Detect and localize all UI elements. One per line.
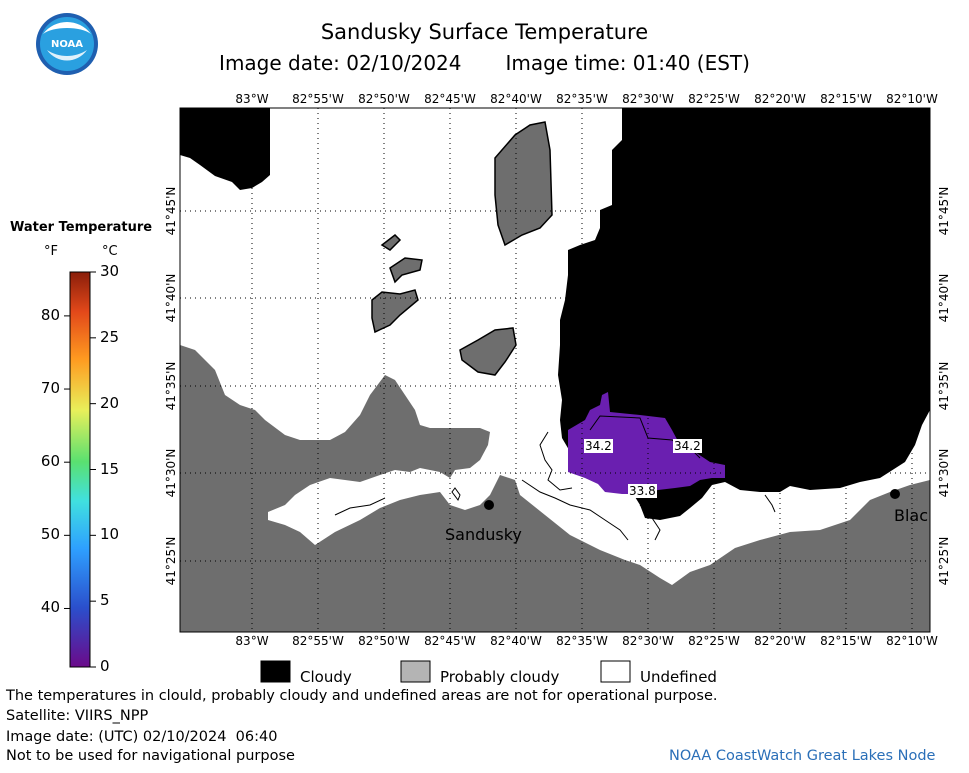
top-lon-label: 82°15'W xyxy=(820,92,872,106)
legend-swatch-undefined xyxy=(600,660,631,683)
bottom-lon-label: 82°20'W xyxy=(754,634,806,648)
top-lon-label: 82°55'W xyxy=(292,92,344,106)
bottom-lon-label: 83°W xyxy=(235,634,269,648)
colorbar-unit-c: °C xyxy=(102,244,118,259)
top-lon-label: 82°25'W xyxy=(688,92,740,106)
right-lat-label: 41°45'N xyxy=(937,186,951,236)
top-lon-label: 82°10'W xyxy=(886,92,938,106)
legend-swatch-cloudy xyxy=(260,660,291,683)
colorbar-f-label: 80 xyxy=(40,305,60,324)
legend-undefined-label: Undefined xyxy=(640,668,717,686)
left-lat-label: 41°35'N xyxy=(164,361,178,411)
top-lon-label: 83°W xyxy=(235,92,269,106)
temp-label: 34.2 xyxy=(584,439,613,453)
image-time: Image time: 01:40 (EST) xyxy=(505,51,750,75)
colorbar-f-label: 50 xyxy=(40,525,60,544)
colorbar-c-label: 10 xyxy=(100,525,120,544)
legend-swatch-probably-cloudy xyxy=(400,660,431,683)
bottom-lon-label: 82°45'W xyxy=(424,634,476,648)
colorbar-c-label: 0 xyxy=(100,657,110,675)
colorbar-c-label: 30 xyxy=(100,262,120,280)
bottom-lon-label: 82°55'W xyxy=(292,634,344,648)
page-title: Sandusky Surface Temperature xyxy=(320,20,649,44)
map-border xyxy=(179,107,931,633)
colorbar xyxy=(69,271,91,668)
blac-marker xyxy=(890,489,900,499)
graticule xyxy=(180,108,930,632)
image-date: Image date: 02/10/2024 xyxy=(219,51,462,75)
place-label-blac: Blac xyxy=(894,506,929,525)
land-area xyxy=(180,345,930,632)
legend-probably-cloudy-label: Probably cloudy xyxy=(440,668,560,686)
colorbar-ticks xyxy=(64,271,96,668)
right-lat-label: 41°25'N xyxy=(937,536,951,586)
logo-text: NOAA xyxy=(51,39,83,50)
right-lat-label: 41°30'N xyxy=(937,448,951,498)
nav-warning-text: Not to be used for navigational purpose xyxy=(6,748,295,764)
sandusky-marker xyxy=(484,500,494,510)
colorbar-f-label: 60 xyxy=(40,452,60,471)
top-lon-label: 82°20'W xyxy=(754,92,806,106)
right-lat-label: 41°35'N xyxy=(937,361,951,411)
left-lat-label: 41°30'N xyxy=(164,448,178,498)
top-lon-label: 82°30'W xyxy=(622,92,674,106)
credit-text: NOAA CoastWatch Great Lakes Node xyxy=(669,748,936,764)
colorbar-f-label: 40 xyxy=(40,598,60,617)
colorbar-unit-f: °F xyxy=(44,244,58,259)
left-lat-label: 41°40'N xyxy=(164,273,178,323)
colorbar-c-label: 25 xyxy=(100,327,120,346)
utc-date-text: Image date: (UTC) 02/10/2024 06:40 xyxy=(6,729,278,745)
probably-cloudy-area xyxy=(459,327,517,376)
colorbar-c-label: 15 xyxy=(100,459,120,478)
cold-water-area xyxy=(568,392,725,494)
colorbar-c-label: 5 xyxy=(100,591,110,610)
bottom-lon-label: 82°30'W xyxy=(622,634,674,648)
legend-cloudy-label: Cloudy xyxy=(300,668,352,686)
right-lat-label: 41°40'N xyxy=(937,273,951,323)
probably-cloudy-area xyxy=(389,257,423,284)
disclaimer-text: The temperatures in clould, probably clo… xyxy=(6,688,718,704)
left-lat-label: 41°25'N xyxy=(164,536,178,586)
colorbar-title: Water Temperature xyxy=(10,220,153,235)
temp-label: 33.8 xyxy=(628,484,657,498)
bottom-lon-label: 82°40'W xyxy=(490,634,542,648)
colorbar-c-label: 20 xyxy=(100,393,120,412)
bottom-lon-label: 82°10'W xyxy=(886,634,938,648)
noaa-logo-icon: NOAA xyxy=(36,13,98,75)
probably-cloudy-area xyxy=(380,234,402,251)
top-lon-label: 82°50'W xyxy=(358,92,410,106)
left-lat-label: 41°45'N xyxy=(164,186,178,236)
satellite-text: Satellite: VIIRS_NPP xyxy=(6,708,149,724)
place-label-sandusky: Sandusky xyxy=(445,525,522,544)
bottom-lon-label: 82°35'W xyxy=(556,634,608,648)
image-date-time: Image date: 02/10/2024 Image time: 01:40 … xyxy=(0,51,969,75)
bottom-lon-label: 82°25'W xyxy=(688,634,740,648)
temp-label: 34.2 xyxy=(673,439,702,453)
top-lon-label: 82°35'W xyxy=(556,92,608,106)
colorbar-f-label: 70 xyxy=(40,379,60,398)
top-lon-label: 82°40'W xyxy=(490,92,542,106)
top-lon-label: 82°45'W xyxy=(424,92,476,106)
cloudy-area xyxy=(180,108,270,190)
bottom-lon-label: 82°50'W xyxy=(358,634,410,648)
bottom-lon-label: 82°15'W xyxy=(820,634,872,648)
probably-cloudy-area xyxy=(371,289,419,334)
probably-cloudy-area xyxy=(494,121,553,247)
